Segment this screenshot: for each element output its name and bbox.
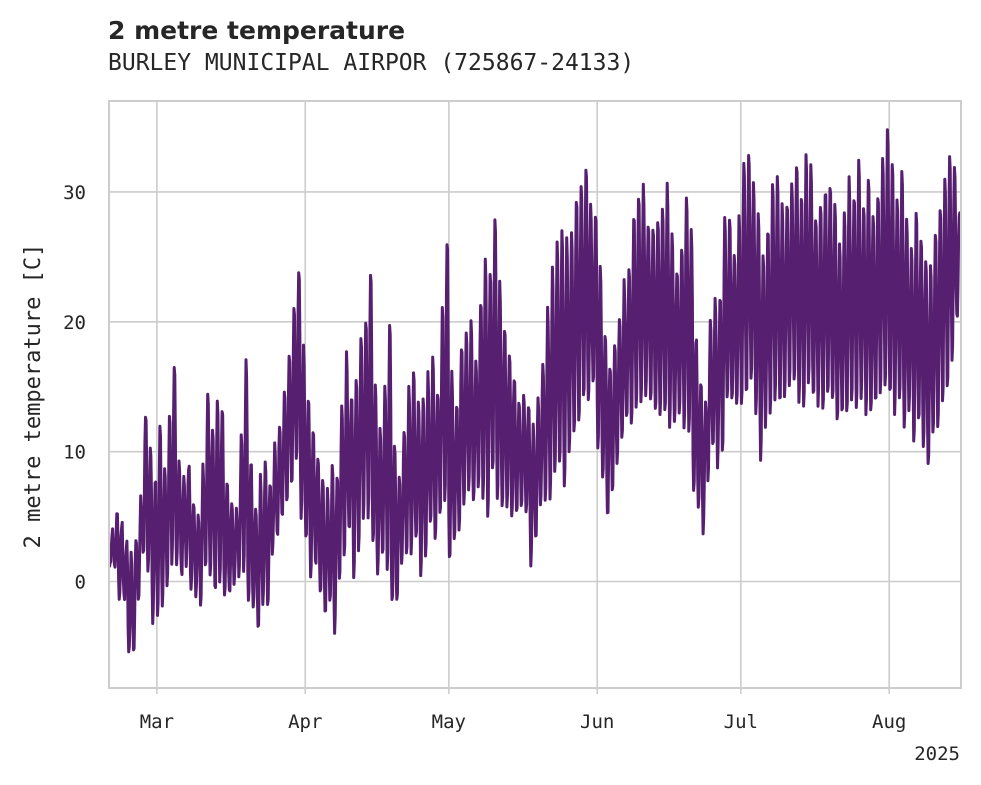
chart-subtitle: BURLEY MUNICIPAL AIRPOR (725867-24133) xyxy=(108,50,635,76)
x-tick-label-2: May xyxy=(432,711,466,733)
series-group xyxy=(108,128,962,654)
x-year-label: 2025 xyxy=(914,743,960,765)
x-tick-label-4: Jul xyxy=(724,711,758,733)
temperature-line xyxy=(108,128,962,654)
y-tick-labels: 0 10 20 30 xyxy=(63,182,86,594)
x-tick-label-0: Mar xyxy=(140,711,174,733)
x-tick-label-3: Jun xyxy=(580,711,614,733)
x-tick-labels: Mar Apr May Jun Jul Aug xyxy=(140,688,906,733)
chart-title: 2 metre temperature xyxy=(108,16,406,45)
y-axis-label: 2 metre temperature [C] xyxy=(21,244,46,549)
y-tick-label-1: 10 xyxy=(63,442,86,464)
y-tick-label-2: 20 xyxy=(63,312,86,334)
plot-frame xyxy=(108,100,962,689)
x-tick-label-1: Apr xyxy=(288,711,322,733)
y-tick-label-3: 30 xyxy=(63,182,86,204)
x-tick-label-5: Aug xyxy=(872,711,906,733)
y-tick-label-0: 0 xyxy=(75,572,86,594)
